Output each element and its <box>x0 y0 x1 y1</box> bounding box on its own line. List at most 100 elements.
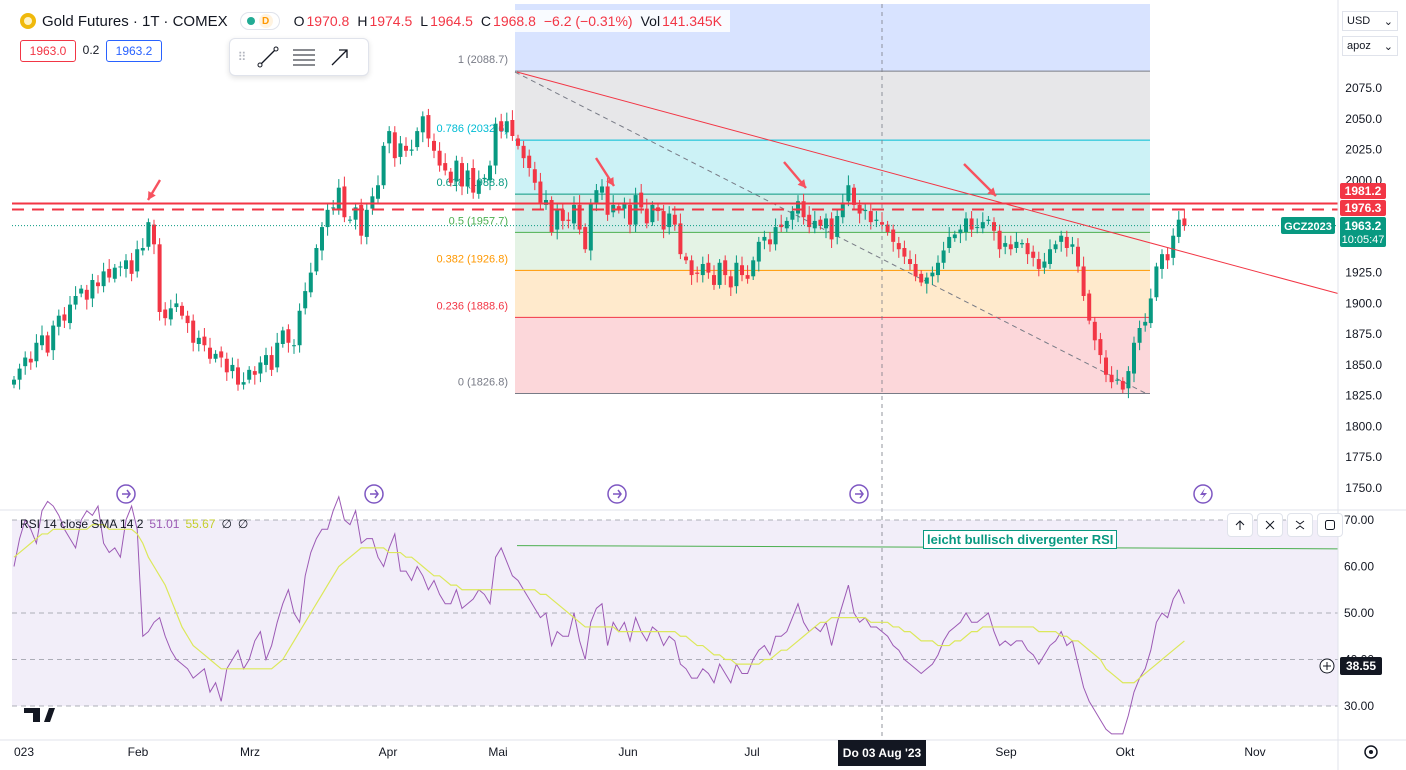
candle-body <box>1070 244 1075 247</box>
open-value: 1970.8 <box>306 13 350 29</box>
low-label: L <box>420 13 429 29</box>
candle <box>84 284 89 310</box>
collapse-pane-button[interactable] <box>1287 513 1313 537</box>
candle <box>992 217 996 241</box>
candle <box>1092 316 1097 351</box>
candle <box>264 347 268 373</box>
candle-body <box>1171 235 1176 258</box>
candle <box>404 137 408 157</box>
candle <box>471 159 476 199</box>
close-pane-button[interactable] <box>1257 513 1283 537</box>
candle <box>56 309 61 336</box>
candle <box>1115 369 1120 385</box>
candle <box>1148 288 1153 328</box>
maximize-pane-button[interactable] <box>1317 513 1343 537</box>
sell-price-button[interactable]: 1963.0 <box>20 40 76 62</box>
candle-body <box>297 310 302 346</box>
fib-zone-0.382 <box>515 270 1150 318</box>
rsi-name: RSI 14 close SMA 14 2 <box>20 517 144 531</box>
candle <box>650 201 655 226</box>
candle-body <box>812 220 817 229</box>
candle-body <box>1104 357 1108 375</box>
candle-body <box>499 121 504 132</box>
candle-body <box>644 208 649 224</box>
candle <box>325 203 330 236</box>
candle <box>762 230 767 250</box>
candle-body <box>1092 321 1097 341</box>
symbol-title[interactable]: Gold Futures · 1T · COMEX <box>42 12 228 30</box>
trend-line-tool[interactable] <box>250 42 286 72</box>
candle-body <box>913 264 918 277</box>
candle-body <box>846 185 851 202</box>
candle-body <box>555 208 560 230</box>
move-up-button[interactable] <box>1227 513 1253 537</box>
candle-body <box>980 222 985 229</box>
time-tick-label: Okt <box>1116 745 1135 759</box>
candle <box>353 202 358 230</box>
market-status[interactable]: D <box>239 12 280 30</box>
candle <box>219 346 224 368</box>
arrow-tool[interactable] <box>322 42 358 72</box>
high-label: H <box>357 13 368 29</box>
candle-body <box>303 291 308 309</box>
fib-label-0.382: 0.382 (1926.8) <box>436 253 508 265</box>
candle <box>734 255 739 294</box>
candle <box>454 155 459 192</box>
candle-body <box>868 211 873 223</box>
price-tick-label: 2075.0 <box>1345 81 1382 95</box>
divergence-annotation[interactable]: leicht bullisch divergenter RSI <box>923 530 1118 549</box>
candle-body <box>96 282 100 287</box>
candle-body <box>672 214 677 225</box>
candle <box>577 195 582 235</box>
fib-label-1: 1 (2088.7) <box>458 54 508 66</box>
candle <box>275 332 280 373</box>
currency-select[interactable]: USD ⌄ <box>1342 11 1398 31</box>
rsi-sma-value: 55.67 <box>185 517 216 531</box>
candle <box>208 337 212 364</box>
fib-retracement-tool[interactable] <box>286 42 322 72</box>
candle <box>969 211 974 237</box>
candle <box>958 224 963 244</box>
drag-handle-icon[interactable]: ⠿ <box>237 50 247 64</box>
time-tick-label: Feb <box>128 745 149 759</box>
candle-body <box>527 155 532 168</box>
buy-price-button[interactable]: 1963.2 <box>106 40 162 62</box>
rsi-extra-2: ∅ <box>237 517 249 531</box>
candle-body <box>118 266 123 268</box>
close-value: 1968.8 <box>493 13 536 29</box>
candle-body <box>68 304 72 324</box>
candle-body <box>219 351 224 358</box>
chevron-down-icon: ⌄ <box>1383 15 1393 28</box>
candle-body <box>1076 246 1080 267</box>
candle-body <box>852 187 856 205</box>
candle-body <box>784 220 789 229</box>
candle <box>1020 239 1024 248</box>
candle <box>96 275 100 294</box>
high-value: 1974.5 <box>369 13 413 29</box>
candle-body <box>1109 374 1114 383</box>
candle <box>1160 249 1164 279</box>
candle <box>157 238 162 321</box>
rsi-current-tag-bg <box>1340 657 1382 675</box>
time-tick-label: Nov <box>1244 745 1265 759</box>
change-value: −6.2 (−0.31%) <box>543 13 633 29</box>
price-tick-label: 1875.0 <box>1345 327 1382 341</box>
candle-body <box>695 272 700 274</box>
candle <box>936 255 940 283</box>
candle-body <box>835 216 840 237</box>
unit-select[interactable]: apoz ⌄ <box>1342 36 1398 56</box>
maximize-icon <box>1325 520 1335 530</box>
time-tick-label: Jul <box>744 745 759 759</box>
candle-body <box>247 369 252 380</box>
candle <box>689 255 694 285</box>
candle <box>768 232 772 252</box>
candle-body <box>975 227 980 229</box>
candle-body <box>538 181 543 203</box>
candle-body <box>1120 380 1125 390</box>
candle-body <box>432 140 436 151</box>
last-price-tag-bg <box>1340 217 1386 247</box>
candle <box>23 351 28 375</box>
rsi-legend[interactable]: RSI 14 close SMA 14 2 51.01 55.67 ∅ ∅ <box>20 517 248 531</box>
candle <box>896 236 901 258</box>
symbol-tag-bg <box>1281 217 1335 234</box>
